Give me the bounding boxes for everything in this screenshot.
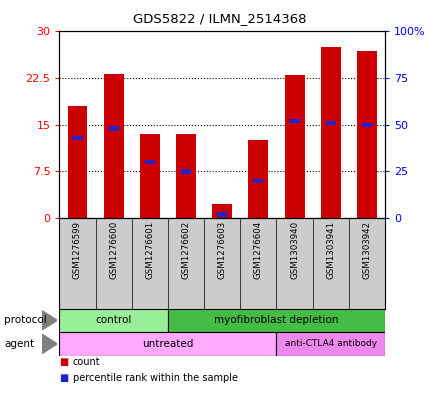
Text: myofibroblast depletion: myofibroblast depletion — [214, 315, 339, 325]
Bar — [68, 106, 88, 218]
Bar — [181, 169, 191, 174]
Text: GSM1276602: GSM1276602 — [182, 221, 191, 279]
Text: GSM1303942: GSM1303942 — [363, 221, 371, 279]
Text: anti-CTLA4 antibody: anti-CTLA4 antibody — [285, 340, 377, 348]
Text: GDS5822 / ILMN_2514368: GDS5822 / ILMN_2514368 — [133, 12, 307, 25]
Bar — [326, 121, 336, 125]
Bar — [357, 51, 377, 218]
Text: ■: ■ — [59, 358, 69, 367]
Bar — [290, 119, 300, 123]
Bar — [145, 160, 155, 164]
Bar — [285, 75, 304, 218]
Bar — [321, 47, 341, 218]
Bar — [362, 123, 372, 127]
Text: GSM1303941: GSM1303941 — [326, 221, 335, 279]
Text: count: count — [73, 358, 100, 367]
Bar — [276, 332, 385, 356]
Text: GSM1276603: GSM1276603 — [218, 221, 227, 279]
Bar — [253, 178, 264, 183]
Text: GSM1276600: GSM1276600 — [109, 221, 118, 279]
Text: untreated: untreated — [142, 339, 194, 349]
Bar — [59, 332, 276, 356]
Bar — [249, 140, 268, 218]
Bar — [59, 309, 168, 332]
Text: protocol: protocol — [4, 315, 47, 325]
Bar — [140, 134, 160, 218]
Text: percentile rank within the sample: percentile rank within the sample — [73, 373, 238, 383]
Text: GSM1276599: GSM1276599 — [73, 221, 82, 279]
Bar — [212, 204, 232, 218]
Text: GSM1276604: GSM1276604 — [254, 221, 263, 279]
Bar — [176, 134, 196, 218]
Bar — [109, 126, 119, 131]
Bar — [73, 136, 83, 140]
Bar — [217, 212, 227, 217]
Polygon shape — [42, 310, 57, 330]
Text: ■: ■ — [59, 373, 69, 383]
Bar — [168, 309, 385, 332]
Text: agent: agent — [4, 339, 34, 349]
Text: GSM1303940: GSM1303940 — [290, 221, 299, 279]
Text: GSM1276601: GSM1276601 — [145, 221, 154, 279]
Polygon shape — [42, 334, 57, 354]
Bar — [104, 74, 124, 218]
Text: control: control — [95, 315, 132, 325]
